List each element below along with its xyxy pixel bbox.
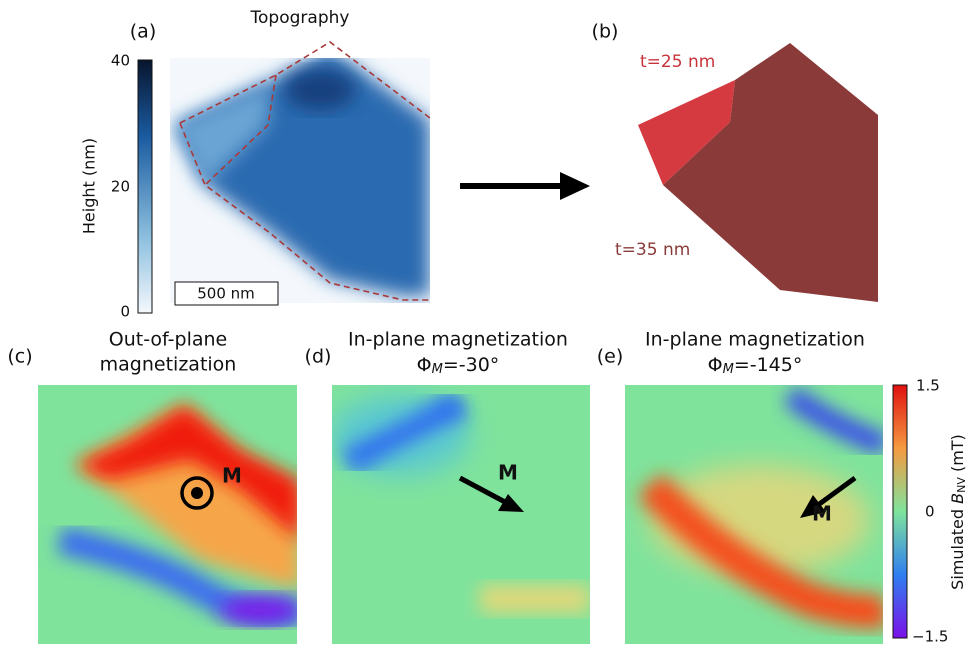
panel-label: (a) — [130, 21, 156, 43]
panel-subtitle: ΦM=-145° — [708, 354, 803, 377]
panel-label: (c) — [7, 346, 32, 368]
topography-image — [170, 58, 430, 303]
panel-title: Topography — [250, 8, 350, 28]
thin-region — [638, 80, 735, 185]
colorbar-tick: 20 — [111, 178, 130, 196]
panel-title: Out-of-plane — [109, 329, 228, 351]
field-map — [38, 385, 297, 644]
magnetization-label: M — [812, 502, 832, 526]
magnetization-arrow — [816, 475, 857, 508]
panel-label: (e) — [597, 346, 624, 368]
panel-label: (b) — [592, 21, 619, 43]
arrow-head — [800, 495, 826, 518]
colorbar-tick: 0 — [925, 503, 935, 521]
panel-title: In-plane magnetization — [645, 329, 865, 351]
colorbar-tick: −1.5 — [912, 628, 948, 646]
field-map — [625, 385, 883, 644]
scale-bar — [174, 281, 279, 306]
out-of-plane-dot — [191, 487, 203, 499]
field-colorbar — [892, 384, 908, 639]
field-map — [332, 385, 590, 644]
arrow-head — [498, 494, 524, 512]
colorbar-label: Height (nm) — [80, 138, 99, 234]
magnetization-label: M — [498, 461, 518, 485]
thin-label: t=25 nm — [640, 52, 715, 72]
colorbar-label: Simulated BNV (mT) — [948, 434, 969, 590]
thick-region — [663, 43, 878, 302]
arrow-head — [560, 172, 590, 200]
scale-bar-label: 500 nm — [197, 285, 255, 303]
colorbar-tick: 40 — [111, 52, 130, 70]
panel-label: (d) — [305, 346, 332, 368]
magnetization-label: M — [222, 464, 242, 488]
colorbar-tick: 1.5 — [916, 377, 940, 395]
out-of-plane-symbol — [180, 476, 214, 510]
magnetization-arrow — [458, 475, 507, 505]
colorbar-tick: 0 — [120, 303, 130, 321]
height-colorbar — [137, 59, 153, 314]
panel-title: magnetization — [100, 354, 237, 376]
panel-subtitle: ΦM=-30° — [417, 354, 500, 377]
panel-title: In-plane magnetization — [348, 329, 568, 351]
outline — [179, 41, 431, 301]
thick-label: t=35 nm — [615, 240, 690, 260]
